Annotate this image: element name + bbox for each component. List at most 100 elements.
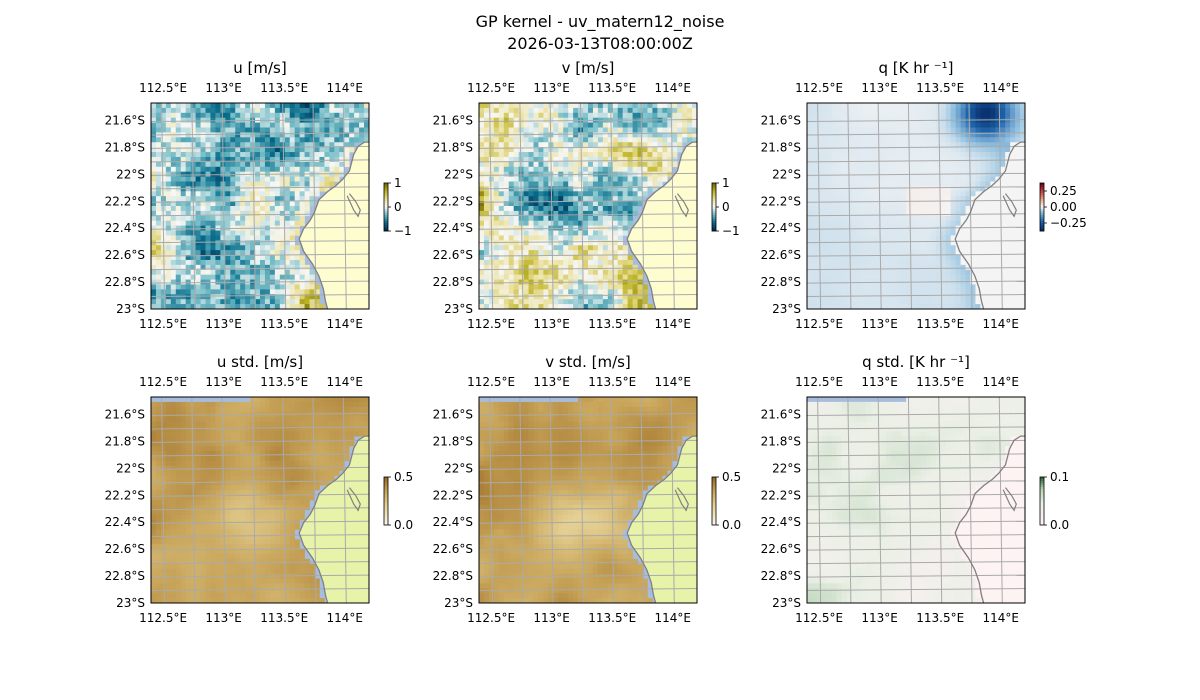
heatmap-cell	[881, 122, 887, 128]
heatmap-cell	[841, 210, 847, 217]
heatmap-cell	[861, 264, 867, 271]
heatmap-cell	[617, 186, 623, 192]
heatmap-cell	[359, 132, 365, 138]
colorbar-tick-label: −1	[394, 224, 412, 238]
heatmap-cell	[165, 269, 172, 275]
heatmap-cell	[916, 215, 922, 222]
heatmap-cell	[1000, 137, 1006, 143]
heatmap-cell	[498, 210, 505, 217]
heatmap-cell	[279, 201, 286, 207]
heatmap-cell	[920, 201, 927, 207]
heatmap-cell	[617, 142, 623, 148]
heatmap-cell	[861, 201, 867, 207]
heatmap-cell	[592, 122, 599, 128]
heatmap-cell	[304, 103, 310, 109]
heatmap-cell	[294, 147, 300, 153]
heatmap-cell	[816, 289, 823, 295]
heatmap-cell	[568, 230, 574, 236]
heatmap-cell	[160, 196, 167, 202]
heatmap-cell	[245, 201, 251, 207]
heatmap-cell	[826, 176, 833, 182]
heatmap-cell	[488, 156, 495, 163]
heatmap-cell	[945, 166, 951, 172]
grid-line-lat	[151, 145, 369, 149]
heatmap-cell	[911, 264, 917, 271]
heatmap-cell	[950, 289, 956, 295]
heatmap-cell	[518, 142, 524, 148]
heatmap-cell	[627, 259, 633, 266]
heatmap-cell	[841, 117, 847, 123]
heatmap-cell	[940, 107, 947, 114]
heatmap-cell	[264, 122, 271, 128]
heatmap-cell	[185, 269, 191, 275]
heatmap-cell	[816, 274, 823, 280]
heatmap-cell	[185, 304, 191, 309]
heatmap-cell	[488, 269, 495, 275]
heatmap-cell	[185, 264, 191, 271]
heatmap-cell	[980, 147, 986, 153]
heatmap-cell	[513, 210, 519, 217]
heatmap-cell	[230, 103, 236, 109]
heatmap-cell	[205, 235, 211, 241]
heatmap-cell	[240, 147, 246, 153]
heatmap-cell	[573, 152, 579, 158]
heatmap-cell	[901, 230, 907, 236]
heatmap-cell	[264, 127, 271, 133]
heatmap-cell	[602, 250, 609, 256]
heatmap-cell	[151, 103, 157, 109]
heatmap-cell	[617, 127, 623, 133]
grid-line-lat	[151, 267, 369, 271]
heatmap-cell	[279, 132, 286, 138]
heatmap-cell	[235, 274, 241, 280]
heatmap-cell	[925, 259, 932, 266]
heatmap-cell	[945, 289, 951, 295]
heatmap-cell	[930, 255, 937, 261]
colorbar-swatch	[384, 199, 388, 202]
heatmap-cell	[836, 196, 842, 202]
heatmap-cell	[652, 156, 658, 163]
heatmap-cell	[950, 142, 956, 148]
heatmap-cell	[960, 289, 966, 295]
heatmap-cell	[1010, 103, 1016, 109]
heatmap-cell	[289, 255, 295, 261]
heatmap-cell	[965, 107, 971, 114]
heatmap-cell	[523, 289, 529, 295]
heatmap-cell	[617, 161, 623, 168]
heatmap-cell	[637, 112, 643, 119]
heatmap-cell	[250, 264, 256, 271]
heatmap-cell	[245, 161, 251, 168]
heatmap-cell	[965, 279, 971, 285]
heatmap-cell	[294, 112, 300, 119]
heatmap-cell	[264, 156, 271, 163]
heatmap-cell	[155, 201, 162, 207]
heatmap-cell	[886, 206, 892, 212]
heatmap-cell	[175, 112, 182, 119]
heatmap-cell	[279, 210, 286, 217]
heatmap-cell	[215, 132, 221, 138]
heatmap-cell	[304, 142, 310, 148]
heatmap-cell	[558, 206, 564, 212]
heatmap-cell	[309, 269, 315, 275]
heatmap-cell	[190, 299, 196, 305]
heatmap-cell	[240, 142, 246, 148]
heatmap-cell	[930, 264, 937, 271]
heatmap-cell	[612, 289, 619, 295]
heatmap-cell	[284, 245, 291, 251]
heatmap-cell	[816, 142, 823, 148]
heatmap-cell	[230, 235, 236, 241]
heatmap-cell	[170, 294, 177, 300]
heatmap-cell	[891, 284, 897, 290]
heatmap-cell	[180, 137, 186, 143]
heatmap-cell	[622, 191, 628, 197]
heatmap-cell	[309, 112, 315, 119]
heatmap-cell	[612, 142, 619, 148]
heatmap-cell	[558, 284, 564, 290]
colorbar-swatch	[384, 221, 388, 224]
heatmap-cell	[836, 279, 842, 285]
heatmap-cell	[940, 299, 947, 305]
heatmap-cell	[856, 250, 862, 256]
heatmap-cell	[945, 156, 951, 163]
heatmap-cell	[945, 235, 951, 241]
heatmap-cell	[245, 269, 251, 275]
heatmap-cell	[479, 274, 485, 280]
